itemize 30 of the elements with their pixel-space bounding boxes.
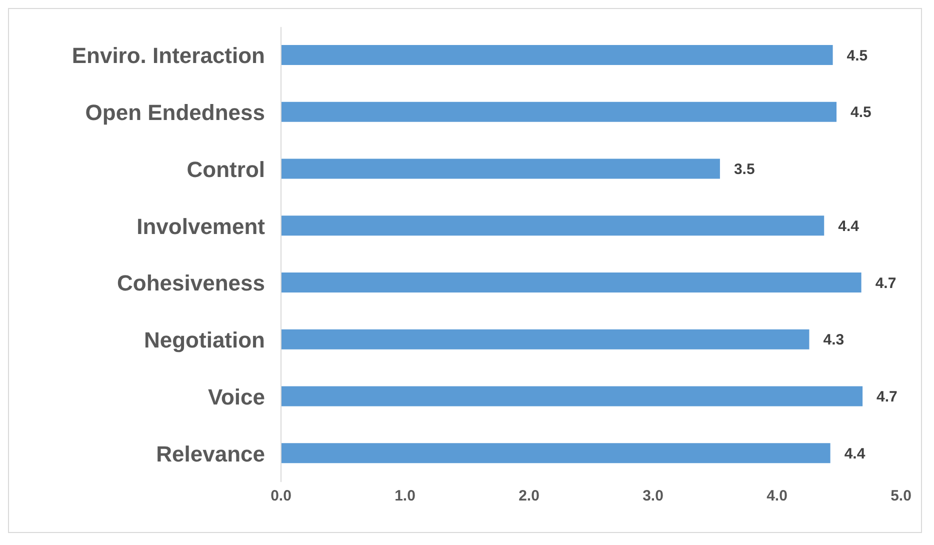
bar — [281, 386, 863, 406]
bar — [281, 329, 810, 350]
data-label: 4.7 — [875, 274, 896, 292]
y-tick-label: Enviro. Interaction — [72, 43, 265, 68]
y-tick-label: Negotiation — [144, 328, 265, 353]
y-tick-label: Involvement — [136, 214, 266, 239]
data-label: 4.4 — [838, 218, 860, 235]
bar — [281, 216, 824, 236]
y-tick-label: Relevance — [156, 441, 265, 466]
bar — [281, 158, 720, 179]
x-tick-label: 5.0 — [890, 488, 912, 505]
data-label: 3.5 — [734, 161, 755, 178]
x-tick-label: 4.0 — [766, 488, 788, 505]
x-tick-label: 1.0 — [394, 488, 416, 505]
data-label: 4.5 — [850, 104, 872, 122]
y-tick-label: Cohesiveness — [117, 270, 265, 296]
bar — [281, 443, 830, 464]
y-tick-label: Open Endedness — [85, 100, 265, 126]
data-label: 4.3 — [823, 332, 844, 349]
x-tick-label: 2.0 — [518, 488, 540, 505]
data-label: 4.5 — [846, 47, 868, 64]
y-tick-label: Voice — [208, 384, 265, 410]
data-label: 4.4 — [844, 445, 866, 462]
x-tick-label: 0.0 — [270, 488, 292, 505]
data-label: 4.7 — [876, 388, 898, 406]
x-tick-label: 3.0 — [642, 488, 664, 505]
bar — [281, 45, 833, 65]
bar — [281, 272, 862, 292]
y-tick-label: Control — [186, 156, 265, 182]
bar — [281, 102, 837, 122]
